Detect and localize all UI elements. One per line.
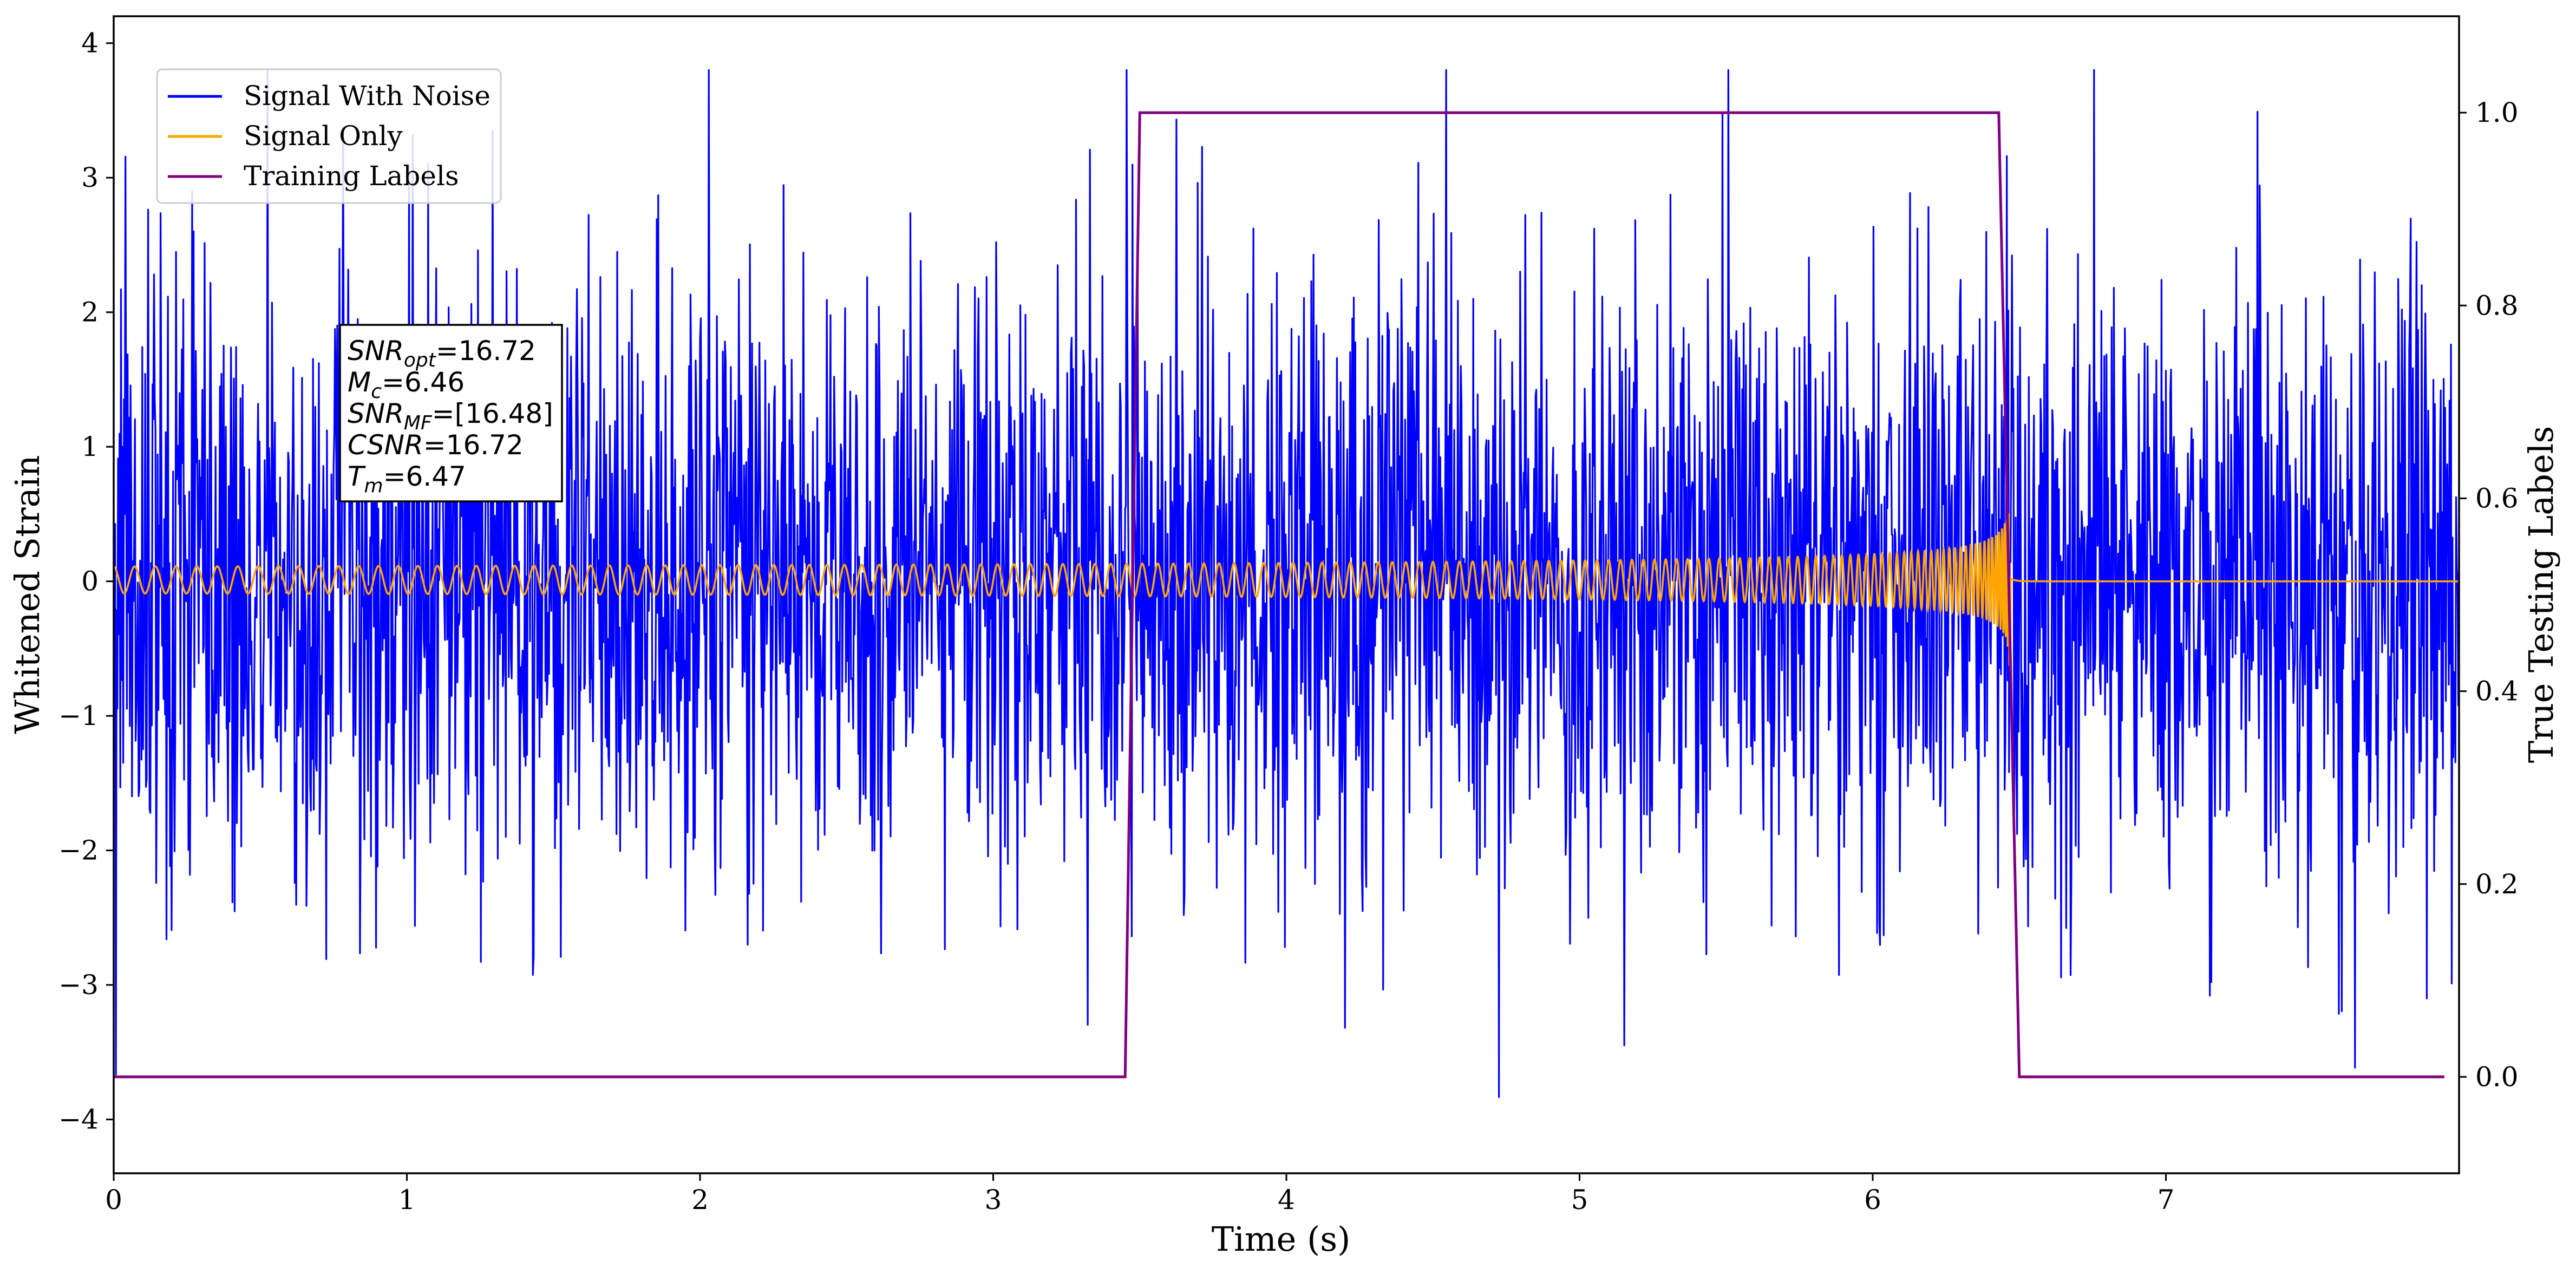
y-left-tick-label: 4: [81, 28, 99, 59]
x-tick-label: 0: [105, 1184, 122, 1216]
y-right-tick-label: 0.4: [2475, 676, 2519, 707]
x-tick-label: 3: [985, 1184, 1002, 1216]
legend-item-signal-with-noise: Signal With Noise: [168, 80, 491, 112]
y-left-tick-label: 2: [81, 297, 99, 328]
signal-with-noise-series: [114, 69, 2459, 1098]
annotation-lines: SNRopt=16.72Mc=6.46SNRMF=[16.48]CSNR=16.…: [348, 335, 553, 497]
legend-item-signal-only: Signal Only: [168, 120, 403, 152]
y-axis-left: 4 3 2 1 0 −1 −2 −3 −4: [58, 28, 114, 1135]
x-axis: 0 1 2 3 4 5 6 7: [105, 1173, 2174, 1216]
y-right-tick-label: 0.2: [2475, 868, 2519, 900]
annotation-line: CSNR=16.72: [348, 429, 524, 461]
y-right-tick-label: 0.8: [2475, 290, 2519, 321]
annotation-frame: [339, 324, 563, 502]
training-labels-series: [114, 111, 2444, 1079]
y-left-tick-label: −2: [58, 835, 99, 866]
y-left-tick-label: −4: [58, 1104, 99, 1135]
y-right-tick-label: 0.6: [2475, 482, 2519, 514]
y-right-tick-label: 1.0: [2475, 97, 2519, 128]
signal-with-noise-line: [114, 69, 2459, 1098]
x-tick-label: 7: [2157, 1184, 2175, 1216]
y-left-tick-label: 1: [81, 431, 99, 462]
annotation-line: SNRMF=[16.48]: [348, 398, 553, 434]
annotation-line: Mc=6.46: [348, 367, 465, 403]
signal-only-series: [114, 513, 2459, 667]
y-left-tick-label: −1: [58, 700, 99, 731]
y-left-tick-label: 0: [81, 566, 99, 597]
training-labels-line: [114, 111, 2444, 1079]
y-axis-right-title: True Testing Labels: [2521, 426, 2561, 763]
y-left-tick-label: 3: [81, 162, 99, 193]
legend-box: [156, 68, 502, 204]
y-axis-left-title: Whitened Strain: [8, 455, 47, 734]
legend-label-signal-only: Signal Only: [244, 120, 403, 152]
x-tick-label: 5: [1571, 1184, 1588, 1216]
legend-label-signal-with-noise: Signal With Noise: [244, 80, 491, 112]
y-right-tick-label: 0.0: [2475, 1061, 2519, 1093]
x-tick-label: 2: [691, 1184, 709, 1216]
x-tick-label: 4: [1278, 1184, 1295, 1216]
annotation-line: SNRopt=16.72: [348, 335, 536, 371]
y-left-tick-label: −3: [58, 969, 99, 1001]
y-axis-right: 1.0 0.8 0.6 0.4 0.2 0.0: [2459, 97, 2519, 1093]
signal-only-line: [114, 513, 2459, 667]
legend: Signal With Noise Signal Only Training L…: [156, 68, 502, 204]
annotation-box: SNRopt=16.72Mc=6.46SNRMF=[16.48]CSNR=16.…: [339, 324, 563, 502]
x-tick-label: 6: [1864, 1184, 1881, 1216]
legend-item-training-labels: Training Labels: [168, 160, 459, 192]
x-axis-title: Time (s): [1212, 1219, 1351, 1259]
annotation-line: Tm=6.47: [348, 461, 466, 497]
x-tick-label: 1: [398, 1184, 416, 1216]
legend-label-training-labels: Training Labels: [244, 160, 459, 192]
